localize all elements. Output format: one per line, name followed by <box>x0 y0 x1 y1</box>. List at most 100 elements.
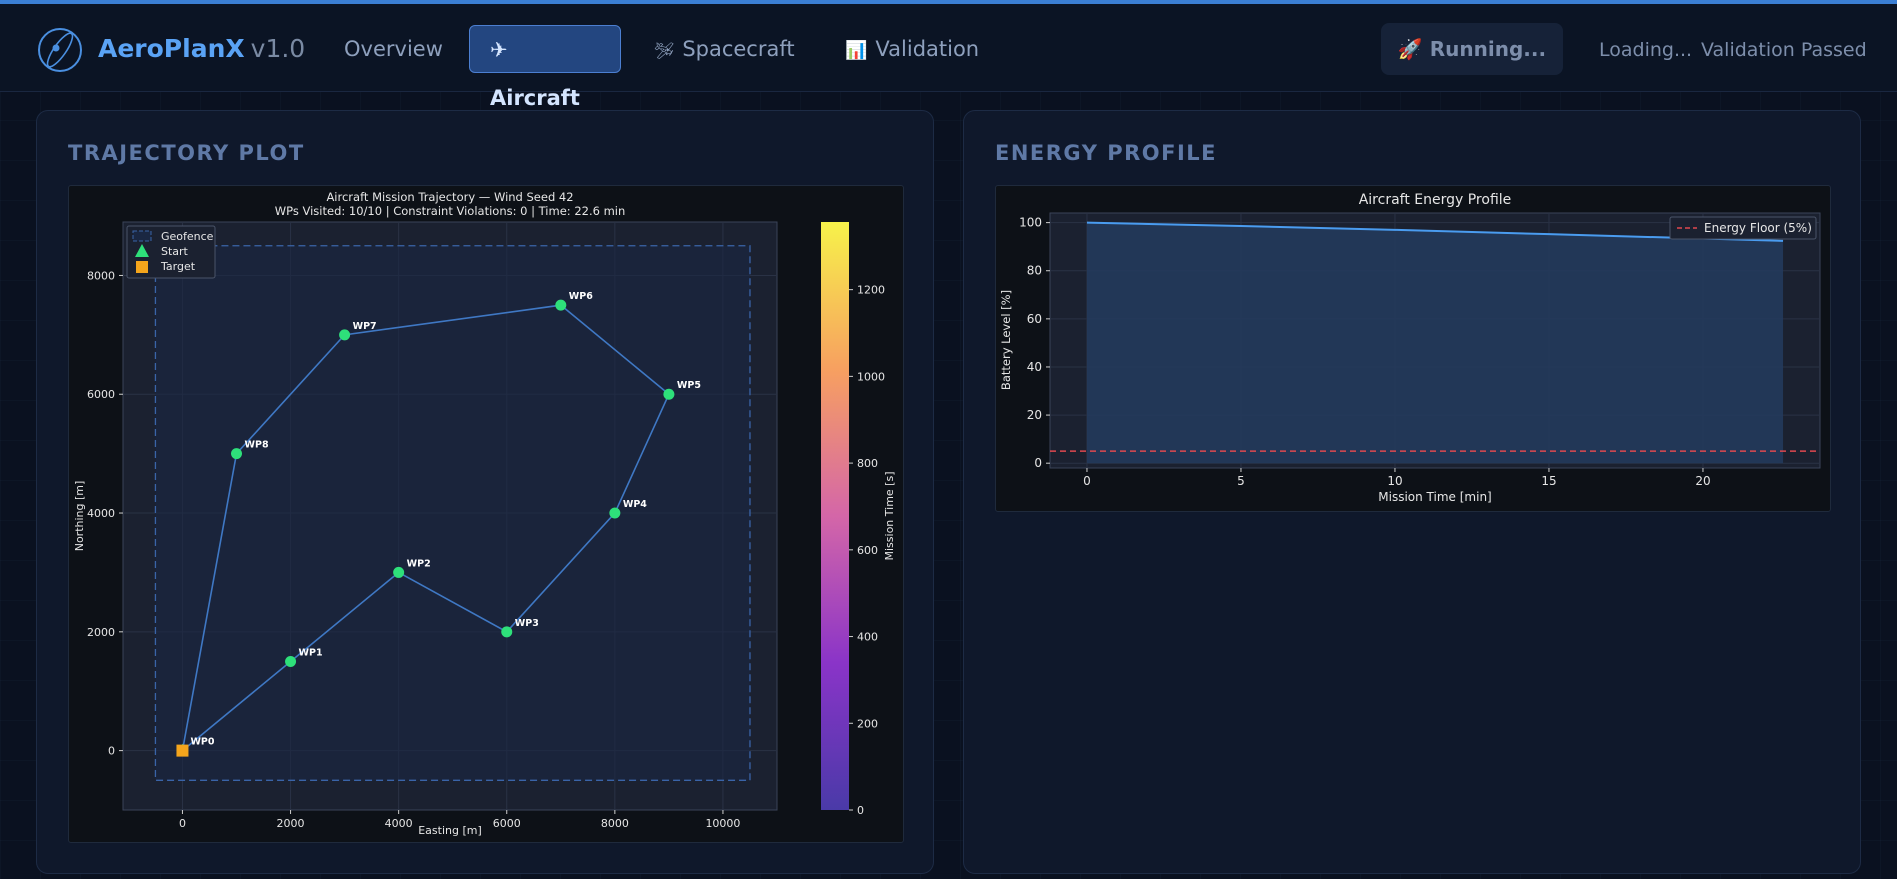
trajectory-panel-title: TRAJECTORY PLOT <box>68 141 305 165</box>
y-tick-label: 2000 <box>87 626 115 639</box>
airplane-icon: ✈ <box>490 38 508 62</box>
battery-area <box>1086 222 1784 464</box>
run-button-label: Running... <box>1429 37 1547 61</box>
waypoint-label: WP3 <box>515 618 539 629</box>
nav-spacecraft-label: Spacecraft <box>682 37 795 61</box>
energy-legend-box <box>1669 216 1817 240</box>
colorbar-tick-label: 800 <box>857 457 878 470</box>
energy-y-tick-label: 20 <box>1027 408 1042 422</box>
energy-x-tick-label: 15 <box>1541 474 1556 488</box>
energy-x-tick-label: 10 <box>1387 474 1402 488</box>
x-tick-label: 2000 <box>277 817 305 830</box>
legend-start-label: Start <box>161 245 189 258</box>
nav-validation-label: Validation <box>875 37 980 61</box>
x-tick-label: 6000 <box>493 817 521 830</box>
energy-title: Aircraft Energy Profile <box>1359 192 1512 208</box>
waypoints: WP0 WP1 WP2 WP3 WP4 WP5 WP6 WP7 WP8 <box>176 291 701 757</box>
waypoint-marker <box>555 299 567 311</box>
trajectory-figure: WP0 WP1 WP2 WP3 WP4 WP5 WP6 WP7 WP8 0 2000 4000 600… <box>68 185 904 843</box>
trajectory-subtitle: WPs Visited: 10/10 | Constraint Violatio… <box>275 204 626 218</box>
colorbar-tick-label: 600 <box>857 544 878 557</box>
colorbar-ticks: 0 200 400 600 800 1000 1200 <box>849 284 885 817</box>
waypoint-label: WP4 <box>623 499 647 510</box>
waypoint-label: WP7 <box>353 321 377 332</box>
loading-status: Loading... <box>1599 39 1693 61</box>
trajectory-legend: Geofence Start Target <box>126 225 216 279</box>
energy-y-tick-label: 60 <box>1027 312 1042 326</box>
trajectory-xlabel: Easting [m] <box>418 824 482 837</box>
nav-aircraft[interactable]: ✈ Aircraft <box>469 25 621 110</box>
energy-ylabel: Battery Level [%] <box>999 290 1013 390</box>
target-marker <box>176 744 189 757</box>
energy-legend-label: Energy Floor (5%) <box>1704 221 1812 235</box>
energy-x-tick-label: 0 <box>1083 474 1091 488</box>
colorbar <box>821 222 849 810</box>
spacecraft-icon: 🛩 <box>654 41 675 60</box>
colorbar-tick-label: 400 <box>857 631 878 644</box>
waypoint-label: WP0 <box>190 737 214 748</box>
trajectory-panel: TRAJECTORY PLOT WP0 WP1 WP2 WP3 WP4 WP5 WP6 WP7… <box>36 110 934 874</box>
nav-spacecraft[interactable]: 🛩 Spacecraft <box>634 25 815 73</box>
energy-y-tick-label: 0 <box>1034 456 1042 470</box>
waypoint-label: WP1 <box>299 648 323 659</box>
waypoint-label: WP2 <box>407 558 431 569</box>
energy-y-tick-label: 40 <box>1027 360 1042 374</box>
trajectory-title: Aircraft Mission Trajectory — Wind Seed … <box>326 190 573 204</box>
trajectory-path <box>181 304 670 752</box>
run-button[interactable]: 🚀 Running... <box>1381 23 1563 75</box>
waypoint-label: WP6 <box>569 291 593 302</box>
colorbar-tick-label: 200 <box>857 717 878 730</box>
legend-geofence-label: Geofence <box>161 230 214 243</box>
y-tick-label: 6000 <box>87 388 115 401</box>
waypoint-marker <box>393 566 405 578</box>
nav-aircraft-label: Aircraft <box>490 86 580 110</box>
header: AeroPlanX v1.0 Overview ✈ Aircraft 🛩 Spacec… <box>0 4 1897 110</box>
energy-axis-ticks: 0 5 10 15 20 0 20 40 60 80 100 <box>1019 216 1711 488</box>
energy-panel-title: ENERGY PROFILE <box>995 141 1218 165</box>
x-tick-label: 10000 <box>705 817 740 830</box>
colorbar-tick-label: 1200 <box>857 284 885 297</box>
energy-figure: 0 5 10 15 20 0 20 40 60 80 100 Aircraft Energy Pro… <box>995 185 1831 512</box>
legend-target-marker <box>136 261 148 273</box>
waypoint-marker <box>339 329 351 341</box>
y-tick-label: 0 <box>108 745 115 758</box>
waypoint-marker <box>231 448 243 460</box>
energy-legend: Energy Floor (5%) <box>1669 216 1817 240</box>
colorbar-tick-label: 1000 <box>857 370 885 383</box>
y-tick-label: 8000 <box>87 269 115 282</box>
colorbar-label: Mission Time [s] <box>883 472 896 561</box>
app-name: AeroPlanX v1.0 <box>98 34 306 63</box>
legend-geofence-swatch <box>132 230 152 242</box>
energy-x-tick-label: 20 <box>1695 474 1710 488</box>
trajectory-ylabel: Northing [m] <box>73 481 86 552</box>
x-tick-label: 0 <box>179 817 186 830</box>
app-version: v1.0 <box>250 34 306 63</box>
nav-overview-label: Overview <box>344 37 443 61</box>
energy-xlabel: Mission Time [min] <box>1378 490 1491 504</box>
waypoint-marker <box>663 388 675 400</box>
waypoint-label: WP8 <box>245 440 269 451</box>
energy-panel: ENERGY PROFILE 0 5 10 15 20 0 20 40 60 80 100 Airc… <box>963 110 1861 874</box>
nav-overview[interactable]: Overview <box>324 25 463 73</box>
logo-icon <box>38 28 82 72</box>
colorbar-tick-label: 0 <box>857 804 864 817</box>
top-accent-line <box>0 0 1897 4</box>
x-tick-label: 4000 <box>385 817 413 830</box>
waypoint-marker <box>501 626 513 638</box>
validation-status: Validation Passed <box>1701 39 1867 61</box>
energy-y-tick-label: 80 <box>1027 264 1042 278</box>
waypoint-label: WP5 <box>677 380 701 391</box>
energy-chart: 0 5 10 15 20 0 20 40 60 80 100 Aircraft Energy Pro… <box>999 192 1821 504</box>
axis-ticks: 0 2000 4000 6000 8000 10000 0 2000 4000 6000 8000 <box>87 269 740 830</box>
waypoint-marker <box>285 656 297 668</box>
waypoint-marker <box>609 507 621 519</box>
energy-y-tick-label: 100 <box>1019 216 1042 230</box>
energy-x-tick-label: 5 <box>1237 474 1245 488</box>
bar-chart-icon: 📊 <box>845 40 868 61</box>
nav-validation[interactable]: 📊 Validation <box>825 25 999 73</box>
legend-target-label: Target <box>160 260 196 273</box>
legend-start-marker <box>135 244 149 257</box>
y-tick-label: 4000 <box>87 507 115 520</box>
x-tick-label: 8000 <box>601 817 629 830</box>
